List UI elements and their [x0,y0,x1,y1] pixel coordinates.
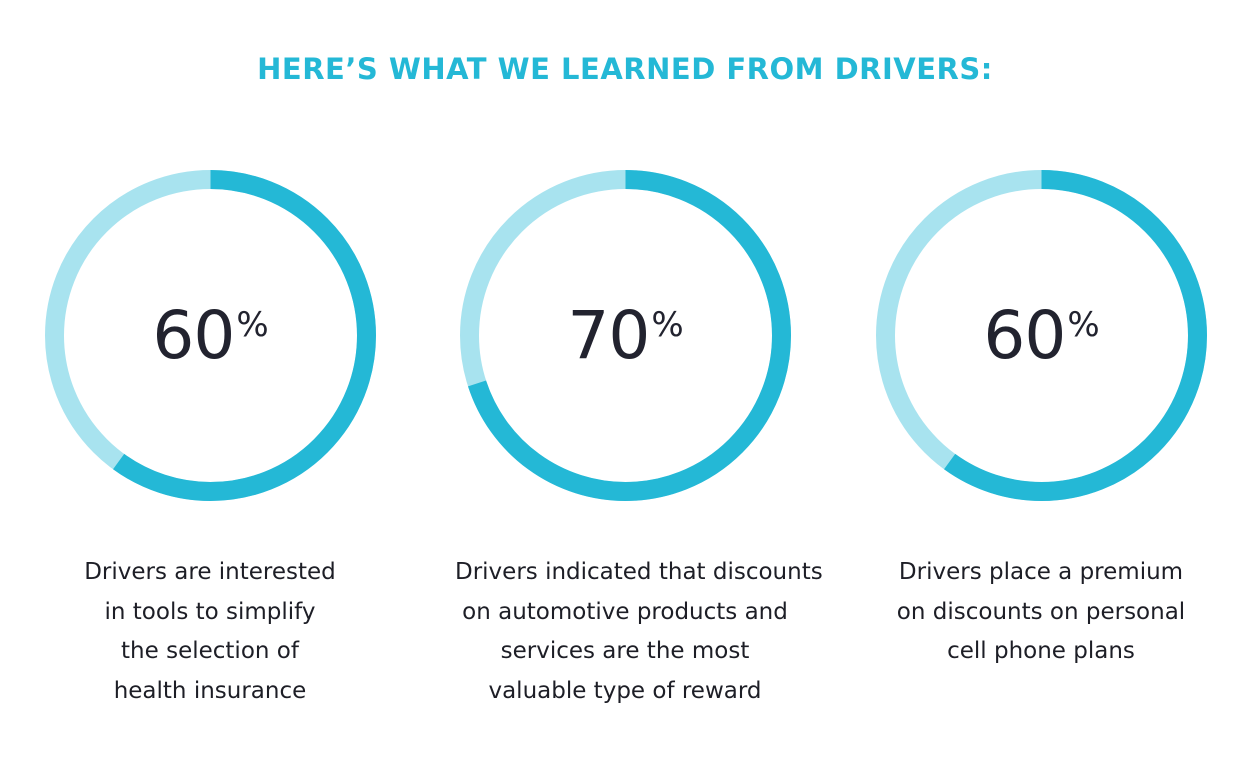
donut-svg [460,170,791,501]
description-line: the selection of [121,638,299,664]
description-line: in tools to simplify [104,598,316,625]
donut-svg [876,170,1207,501]
percentage-value: 70 [567,296,650,374]
description-line: on discounts on personal [896,598,1186,625]
description-line: services are the most [500,638,750,664]
stat-card: 70% Drivers indicated that discounts on … [455,170,823,730]
donut-value-arc [460,170,791,501]
stat-description: Drivers place a premium on discounts on … [871,553,1211,672]
description-line: Drivers are interested [84,559,336,585]
percentage-label: 70% [460,170,791,501]
percentage-label: 60% [876,170,1207,501]
donut-chart: 60% [45,170,376,501]
percentage-value: 60 [152,296,235,374]
donut-chart: 70% [460,170,791,501]
donut-value-arc [45,170,376,501]
percent-symbol: % [1067,305,1100,345]
percentage-label: 60% [45,170,376,501]
description-line: cell phone plans [947,638,1135,664]
percent-symbol: % [236,305,269,345]
donut-chart: 60% [876,170,1207,501]
description-line: Drivers indicated that discounts [455,559,823,585]
stat-card: 60% Drivers place a premium on discounts… [871,170,1211,730]
stat-card: 60% Drivers are interested in tools to s… [40,170,380,730]
percent-symbol: % [651,305,684,345]
description-line: health insurance [113,677,307,704]
page-title: HERE’S WHAT WE LEARNED FROM DRIVERS: [257,52,993,86]
donut-svg [45,170,376,501]
donut-value-arc [876,170,1207,501]
description-line: valuable type of reward [488,677,762,704]
stat-description: Drivers indicated that discounts on auto… [455,553,823,711]
stat-description: Drivers are interested in tools to simpl… [40,553,380,711]
description-line: Drivers place a premium [898,559,1184,585]
percentage-value: 60 [983,296,1066,374]
description-line: on automotive products and [462,598,788,625]
